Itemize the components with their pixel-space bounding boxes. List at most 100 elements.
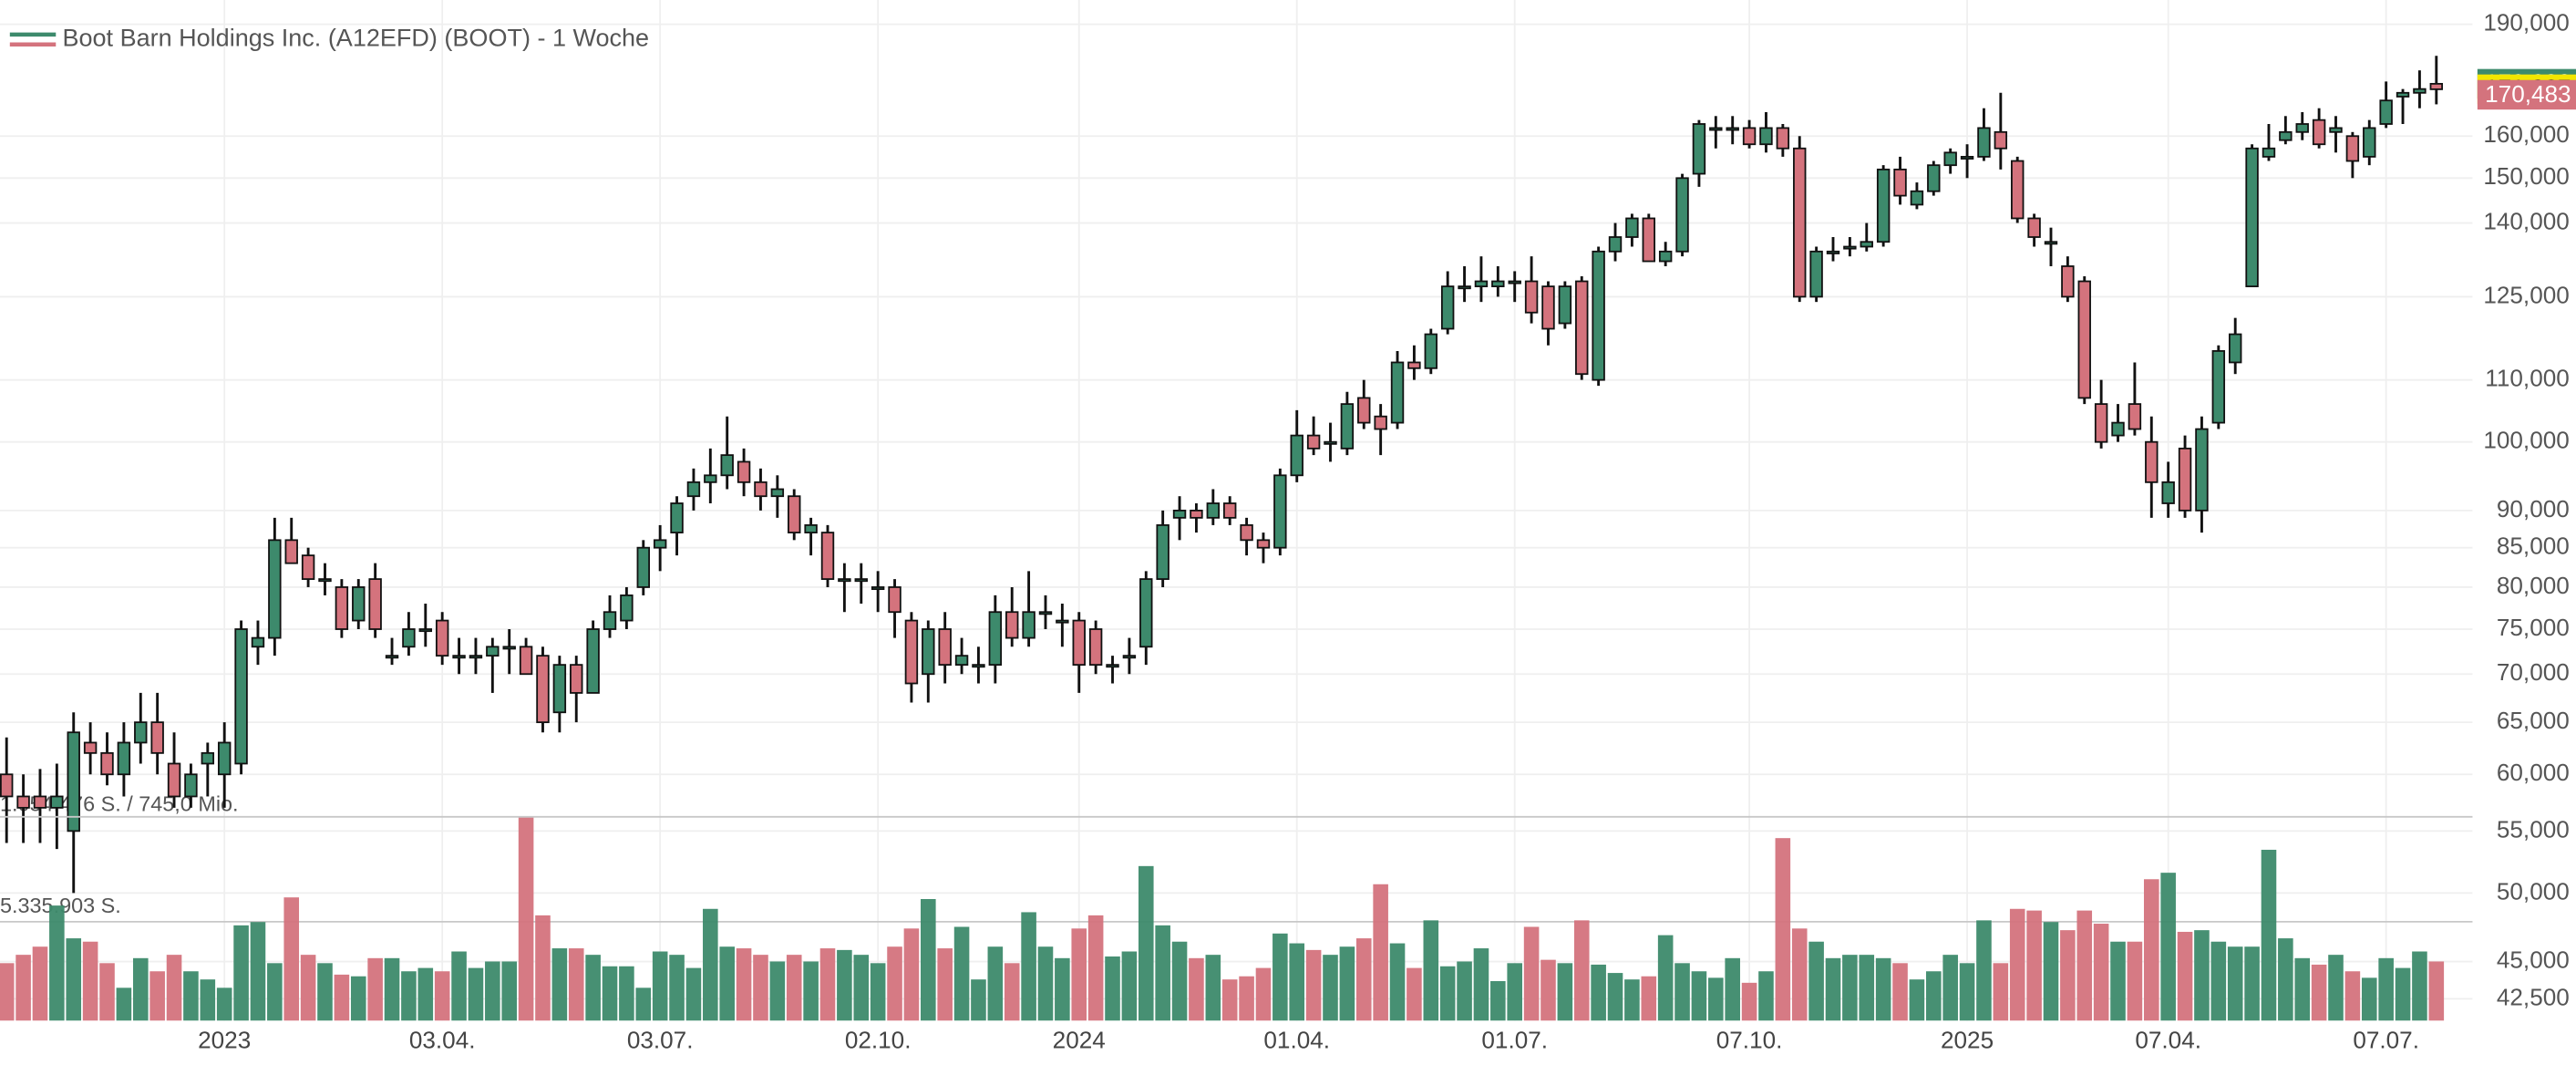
candle-body xyxy=(117,741,131,776)
candle-body xyxy=(418,628,433,633)
candle-body xyxy=(402,628,416,648)
volume-bar xyxy=(350,976,366,1021)
volume-bar xyxy=(987,946,1004,1021)
volume-bar xyxy=(1607,973,1623,1021)
volume-bar xyxy=(82,941,98,1021)
volume-bar xyxy=(971,979,986,1021)
volume-bar xyxy=(1055,957,1070,1021)
volume-bar xyxy=(1775,838,1791,1021)
volume-bar xyxy=(819,948,836,1021)
candle-body xyxy=(268,539,282,639)
candle-body xyxy=(251,636,265,648)
candle-body xyxy=(67,731,80,832)
volume-bar xyxy=(1691,971,1707,1021)
candle-body xyxy=(904,619,919,685)
candle-body xyxy=(620,595,634,622)
candle-body xyxy=(1491,280,1505,288)
candle-body xyxy=(50,795,64,809)
candle-body xyxy=(1156,524,1170,580)
volume-bar xyxy=(166,955,182,1021)
volume-bar xyxy=(468,967,484,1021)
candle-body xyxy=(2413,88,2427,94)
volume-bar xyxy=(32,946,48,1021)
volume-bar xyxy=(568,948,584,1021)
candle-body xyxy=(335,586,349,630)
candle-body xyxy=(1893,168,1907,197)
volume-bar xyxy=(1892,963,1908,1021)
volume-bar xyxy=(1239,976,1254,1021)
candle-body xyxy=(1742,127,1757,146)
volume-bar xyxy=(1037,946,1054,1021)
candle-body xyxy=(2363,127,2376,158)
volume-bar xyxy=(1171,941,1188,1021)
volume-bar xyxy=(1221,979,1238,1021)
candle-body xyxy=(2279,130,2293,141)
candle-body xyxy=(1206,502,1221,519)
axes: 190,000 160,000 150,000 140,000 125,000 110,0… xyxy=(0,9,2576,1054)
candle-body xyxy=(1625,217,1639,238)
volume-bar xyxy=(1926,971,1942,1021)
volume-bar xyxy=(2026,910,2042,1021)
volume-bar xyxy=(1490,981,1506,1021)
candle-body xyxy=(1608,236,1623,253)
candle-body xyxy=(1256,539,1271,549)
volume-bar xyxy=(2395,967,2411,1021)
y-tick-label: 55,000 xyxy=(2497,815,2570,843)
volume-bar xyxy=(2227,946,2243,1021)
candle-body xyxy=(1927,164,1941,192)
volume-bar xyxy=(2177,931,2193,1021)
candle-body xyxy=(385,655,399,659)
candle-body xyxy=(1541,285,1555,330)
volume-bar xyxy=(2361,977,2377,1021)
candle-body xyxy=(2245,147,2259,288)
candle-body xyxy=(1106,664,1119,668)
volume-bar xyxy=(2344,971,2361,1021)
candle-body xyxy=(1374,415,1387,430)
candle-body xyxy=(1943,151,1957,167)
x-tick-label: 2025 xyxy=(1941,1027,1994,1054)
volume-bar xyxy=(1473,948,1489,1021)
volume-bar xyxy=(2194,930,2210,1021)
candle-body xyxy=(2228,333,2242,364)
candle-body xyxy=(1088,628,1103,667)
volume-bar xyxy=(887,946,902,1021)
volume-bar xyxy=(1825,957,1841,1021)
volume-bar xyxy=(1087,915,1104,1021)
chart-title: Boot Barn Holdings Inc. (A12EFD) (BOOT) … xyxy=(62,24,649,51)
volume-bar xyxy=(283,897,300,1021)
volume-bar xyxy=(2060,930,2076,1021)
volume-bar xyxy=(267,963,283,1021)
candle-body xyxy=(1675,177,1689,253)
x-tick-label: 01.04. xyxy=(1263,1027,1330,1054)
candle-body xyxy=(2128,403,2142,430)
volume-bar xyxy=(49,905,65,1021)
candle-body xyxy=(1190,509,1203,519)
candle-body xyxy=(1575,280,1589,376)
candle-body xyxy=(1390,361,1405,424)
candle-body xyxy=(1910,190,1924,206)
y-tick-label: 125,000 xyxy=(2483,281,2569,308)
candle-body xyxy=(1994,130,2008,150)
candle-body xyxy=(33,795,47,809)
candle-body xyxy=(704,474,717,483)
candle-body xyxy=(1709,127,1723,131)
volume-bar xyxy=(853,955,870,1021)
volume-bar xyxy=(434,971,450,1021)
volume-bar xyxy=(15,955,31,1021)
volume-bar xyxy=(384,957,400,1021)
volume-bar xyxy=(1305,949,1322,1021)
volume-bar xyxy=(1674,963,1690,1021)
volume-bar xyxy=(585,955,601,1021)
volume-bar xyxy=(719,946,735,1021)
y-tick-label: 190,000 xyxy=(2483,9,2569,36)
volume-bar xyxy=(1791,928,1808,1021)
volume-bar xyxy=(200,979,216,1021)
price-badge xyxy=(2477,79,2576,110)
candle-body xyxy=(1440,285,1455,330)
y-tick-label: 45,000 xyxy=(2497,946,2570,973)
candle-body xyxy=(2329,127,2343,133)
volume-bar xyxy=(703,908,718,1021)
volume-bar xyxy=(1624,979,1640,1021)
candle-body xyxy=(820,532,835,580)
